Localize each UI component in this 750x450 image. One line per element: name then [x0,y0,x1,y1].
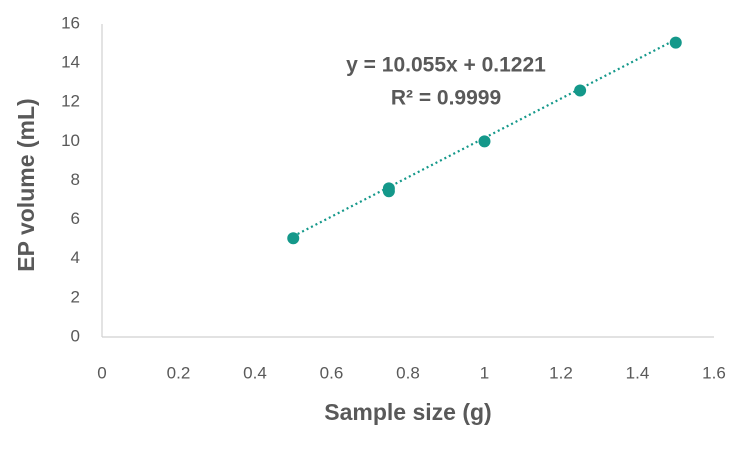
x-tick-label: 1 [480,363,489,382]
y-tick-label: 0 [71,326,80,345]
y-tick-label: 2 [71,287,80,306]
y-tick-label: 14 [61,53,80,72]
y-tick-label: 4 [71,248,80,267]
x-tick-label: 0.8 [396,363,420,382]
data-point [574,84,587,97]
y-tick-label: 10 [61,131,80,150]
x-tick-label: 0 [97,363,106,382]
x-tick-label: 1.4 [626,363,650,382]
x-tick-label: 1.6 [702,363,726,382]
x-axis-title: Sample size (g) [324,399,491,425]
y-tick-label: 16 [61,13,80,32]
x-tick-label: 0.6 [320,363,344,382]
x-tick-label: 1.2 [549,363,573,382]
trendline-equation: y = 10.055x + 0.1221 [346,54,546,77]
y-tick-label: 6 [71,209,80,228]
y-axis-title: EP volume (mL) [13,98,39,271]
data-point [669,36,682,49]
x-tick-label: 0.4 [243,363,267,382]
y-tick-label: 12 [61,92,80,111]
data-point [382,182,395,195]
data-point [478,135,491,148]
data-point [287,232,300,245]
trendline-r2: R² = 0.9999 [391,87,501,110]
y-tick-label: 8 [71,170,80,189]
x-tick-label: 0.2 [167,363,191,382]
